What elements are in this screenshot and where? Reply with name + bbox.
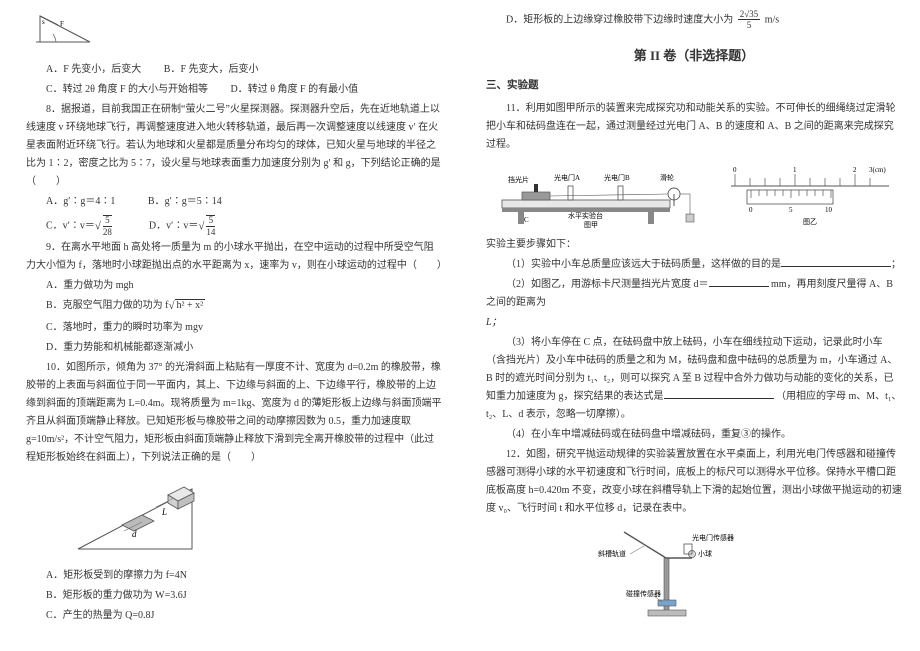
track-apparatus-diagram: C 挡光片 光电门A 光电门B 滑轮 水平实验台 图甲	[494, 164, 704, 228]
q10-opt-d-frac: 2√355	[738, 10, 760, 30]
blank-2	[709, 277, 769, 287]
q10-opt-d: D．矩形板的上边缘穿过橡胶带下边缘时速度大小为 2√355 m/s	[506, 10, 902, 30]
q8-opt-d-frac: 514	[206, 215, 215, 237]
steps-intro: 实验主要步骤如下：	[486, 236, 902, 254]
projectile-apparatus-diagram: 光电门传感器 小球 斜槽轨道 碰撞传感器	[596, 524, 746, 620]
q9-opt-b: B．克服空气阻力做的功为 f√h² + x²	[46, 297, 442, 317]
label-track: 水平实验台	[568, 211, 603, 220]
q10-stem: 10．如图所示，倾角为 37° 的光滑斜面上粘贴有一厚度不计、宽度为 d=0.2…	[26, 359, 442, 467]
q9-opt-c: C．落地时，重力的瞬时功率为 mgv	[46, 319, 442, 337]
q10-opt-d-pre: D．矩形板的上边缘穿过橡胶带下边缘时速度大小为	[506, 14, 733, 25]
right-column: D．矩形板的上边缘穿过橡胶带下边缘时速度大小为 2√355 m/s 第 II 卷…	[460, 0, 920, 651]
q7-option-a-b: A．F 先变小，后变大 B．F 先变大，后变小	[46, 61, 442, 79]
q9-opt-b-rad: h² + x²	[175, 299, 206, 311]
label-pulley: 滑轮	[660, 173, 674, 182]
section-2-title: 第 II 卷（非选择题）	[486, 44, 902, 67]
label-ball: 小球	[698, 549, 712, 558]
q9-stem: 9．在离水平地面 h 高处将一质量为 m 的小球水平抛出，在空中运动的过程中所受…	[26, 239, 442, 275]
left-column: s F A．F 先变小，后变大 B．F 先变大，后变小 C．转过 2θ 角度 F…	[0, 0, 460, 651]
q8-row1: A．g′∶g＝4∶1 B．g′∶g＝5∶14	[46, 193, 442, 211]
q7-opt-d: D．转过 θ 角度 F 的有最小值	[231, 84, 359, 95]
q9-opt-b-pre: B．克服空气阻力做的功为 f	[46, 300, 169, 311]
q8-opt-c-frac: 528	[103, 215, 112, 237]
q9-opt-d: D．重力势能和机械能都逐渐减小	[46, 339, 442, 357]
label-fig1: 图甲	[584, 221, 598, 228]
vernier-caliper-diagram: 0 1 2 3(cm) 0 5 10 图乙	[725, 164, 895, 228]
q8-opt-d-prefix: D．v′∶v＝	[149, 220, 198, 231]
step-2: （2）如图乙，用游标卡尺测量挡光片宽度 d＝ mm，再用刻度尺量得 A、B 之间…	[486, 276, 902, 312]
label-collision: 碰撞传感器	[626, 589, 661, 598]
step-2a: （2）如图乙，用游标卡尺测量挡光片宽度 d＝	[506, 279, 709, 290]
sqrt-sign: √	[95, 220, 101, 232]
q7-opt-a: A．F 先变小，后变大	[46, 64, 141, 75]
apparatus-row: C 挡光片 光电门A 光电门B 滑轮 水平实验台 图甲 0 1 2 3(cm)	[486, 158, 902, 232]
q9-opt-a: A．重力做功为 mgh	[46, 277, 442, 295]
svg-text:10: 10	[825, 206, 833, 214]
step-1-text: （1）实验中小车总质量应该远大于砝码质量，这样做的目的是	[506, 259, 781, 270]
experiment-heading: 三、实验题	[486, 77, 902, 96]
q8-opt-b: B．g′∶g＝5∶14	[148, 196, 222, 207]
inclined-plane-diagram: L d	[66, 473, 206, 563]
label-slope-track: 斜槽轨道	[598, 549, 626, 558]
q11-stem: 11．利用如图甲所示的装置来完成探究功和动能关系的实验。不可伸长的细绳绕过定滑轮…	[486, 100, 902, 154]
blank-3	[664, 389, 774, 399]
svg-text:d: d	[132, 529, 137, 539]
q8-row2: C．v′∶v＝√528 D．v′∶v＝√514	[46, 215, 442, 237]
svg-text:s: s	[42, 18, 45, 26]
sqrt-sign-2: √	[198, 220, 204, 232]
triangle-force-diagram: s F	[36, 12, 94, 46]
svg-text:F: F	[60, 20, 64, 28]
q10-opt-d-unit: m/s	[765, 14, 779, 25]
step-4: （4）在小车中增减砝码或在砝码盘中增减砝码，重复③的操作。	[486, 426, 902, 444]
svg-text:1: 1	[793, 166, 797, 174]
step-1: （1）实验中小车总质量应该远大于砝码质量，这样做的目的是；	[486, 256, 902, 274]
q10-opt-a: A．矩形板受到的摩擦力为 f=4N	[46, 567, 442, 585]
label-fig2: 图乙	[803, 218, 817, 226]
svg-text:0: 0	[733, 166, 737, 174]
label-gate-b: 光电门B	[604, 173, 630, 182]
q10-opt-c: C．产生的热量为 Q=0.8J	[46, 607, 442, 625]
q7-option-c-d: C．转过 2θ 角度 F 的大小与开始相等 D．转过 θ 角度 F 的有最小值	[46, 81, 442, 99]
svg-text:5: 5	[789, 206, 793, 214]
q8-opt-a: A．g′∶g＝4∶1	[46, 196, 115, 207]
label-photogate: 光电门传感器	[692, 533, 734, 542]
label-gate-a: 光电门A	[554, 173, 580, 182]
label-block: 挡光片	[508, 175, 529, 184]
svg-text:C: C	[524, 216, 529, 224]
q10-opt-b: B．矩形板的重力做功为 W=3.6J	[46, 587, 442, 605]
svg-text:2: 2	[853, 166, 857, 174]
blank-1	[781, 257, 891, 267]
svg-text:3(cm): 3(cm)	[869, 166, 886, 174]
q8-stem: 8．据报道，目前我国正在研制“萤火二号”火星探测器。探测器升空后，先在近地轨道上…	[26, 101, 442, 191]
q12-stem: 12．如图，研究平抛运动规律的实验装置放置在水平桌面上，利用光电门传感器和碰撞传…	[486, 446, 902, 518]
q8-opt-c-prefix: C．v′∶v＝	[46, 220, 95, 231]
svg-text:0: 0	[749, 206, 753, 214]
q7-opt-c: C．转过 2θ 角度 F 的大小与开始相等	[46, 84, 208, 95]
step-2-tail: L；	[486, 314, 902, 332]
step-3: （3）将小车停在 C 点，在砝码盘中放上砝码，小车在细线拉动下运动，记录此时小车…	[486, 334, 902, 424]
q7-opt-b: B．F 先变大，后变小	[164, 64, 259, 75]
svg-text:L: L	[161, 507, 167, 517]
